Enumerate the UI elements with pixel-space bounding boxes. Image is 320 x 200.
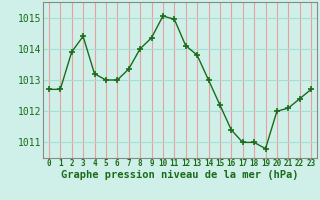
X-axis label: Graphe pression niveau de la mer (hPa): Graphe pression niveau de la mer (hPa) (61, 170, 299, 180)
